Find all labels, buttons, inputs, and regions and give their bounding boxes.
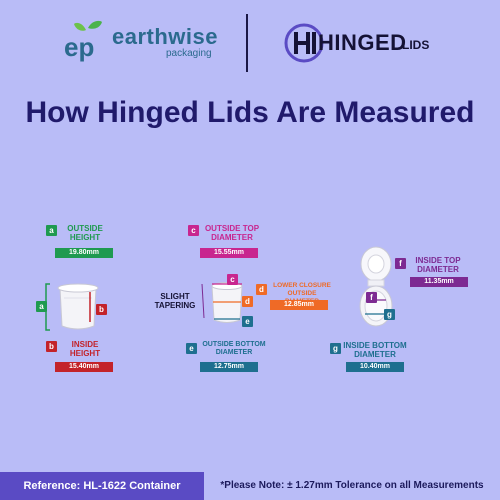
badge-e: e (186, 343, 197, 354)
value-inside-bottom-diameter: 10.40mm (346, 362, 404, 372)
badge-a-diagram: a (36, 301, 47, 312)
badge-d: d (256, 284, 267, 295)
value-outside-height: 19.80mm (55, 248, 113, 258)
value-lower-closure-outside-diameter: 12.85mm (270, 300, 328, 310)
badge-g: g (330, 343, 341, 354)
label-inside-height: INSIDE HEIGHT (69, 340, 101, 358)
value-inside-top-diameter: 11.35mm (410, 277, 468, 287)
badge-c: c (188, 225, 199, 236)
container-side-icon (45, 283, 99, 331)
badge-f: f (395, 258, 406, 269)
earthwise-logo-icon: ep (64, 20, 102, 62)
brand-subtitle: packaging (166, 48, 212, 59)
label-outside-bottom-diameter: OUTSIDE BOTTOM DIAMETER (202, 341, 266, 356)
header-divider (246, 14, 248, 72)
brand-mark: ep (64, 32, 94, 62)
hinged-lids-logo-icon (284, 23, 324, 63)
badge-g-diagram: g (384, 309, 395, 320)
partner-name: HINGED (318, 30, 407, 55)
brand-name: earthwise (112, 24, 218, 49)
label-inside-bottom-diameter: INSIDE BOTTOM DIAMETER (343, 341, 407, 359)
tolerance-note: *Please Note: ± 1.27mm Tolerance on all … (204, 472, 500, 500)
value-outside-bottom-diameter: 12.75mm (200, 362, 258, 372)
page-title: How Hinged Lids Are Measured (25, 96, 475, 129)
label-outside-height: OUTSIDE HEIGHT (67, 224, 103, 242)
value-inside-height: 15.40mm (55, 362, 113, 372)
badge-c-diagram: c (227, 274, 238, 285)
partner-suffix: LIDS (402, 38, 430, 52)
badge-b-diagram: b (96, 304, 107, 315)
value-outside-top-diameter: 15.55mm (200, 248, 258, 258)
label-slight-tapering: SLIGHT TAPERING (154, 292, 196, 310)
container-top-view-icon (359, 246, 393, 327)
label-inside-top-diameter: INSIDE TOP DIAMETER (415, 256, 461, 274)
badge-d-diagram: d (242, 296, 253, 307)
badge-b: b (46, 341, 57, 352)
badge-f-diagram: f (366, 292, 377, 303)
reference-banner: Reference: HL-1622 Container (0, 472, 204, 500)
badge-e-diagram: e (242, 316, 253, 327)
badge-a: a (46, 225, 57, 236)
label-outside-top-diameter: OUTSIDE TOP DIAMETER (204, 224, 260, 242)
